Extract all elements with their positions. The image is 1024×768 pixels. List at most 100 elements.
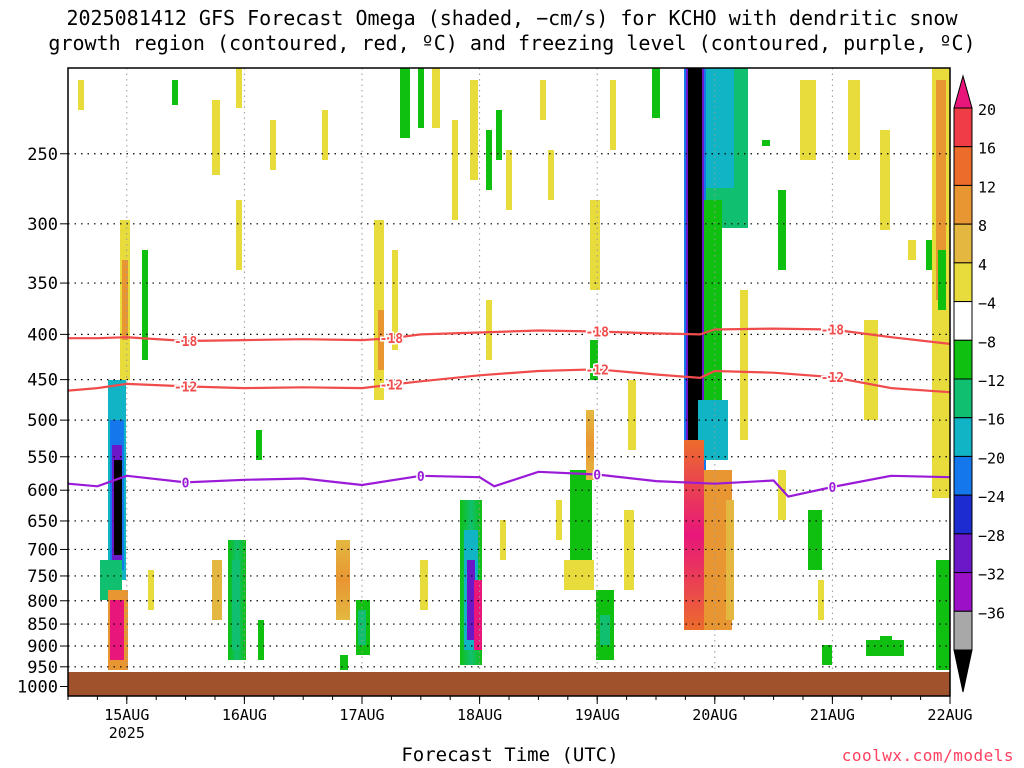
contour-lines: -18 -18 -18 -18 -12 -12 -12 -12 0 0 0 0 [68,322,950,498]
shade-cell [122,260,128,340]
shade-cell [392,250,398,350]
shade-cell [172,80,178,105]
colorbar-label: −36 [978,604,1005,622]
y-tick-label: 300 [27,215,58,235]
shade-cell [688,68,702,453]
shade-cell [564,560,594,590]
shade-cell [726,500,734,620]
shade-cell [570,470,592,560]
y-tick-label: 500 [27,411,58,431]
x-tick-sublabel: 2025 [109,724,145,742]
colorbar-segment [953,417,973,457]
shade-cell [114,460,122,555]
x-tick-label: 20AUG [692,706,737,724]
y-tick-label: 650 [27,512,58,532]
colorbar-label: −20 [978,449,1005,467]
shade-cell [232,560,240,650]
shade-cell [467,560,475,640]
shade-cell [926,240,932,270]
colorbar-label: 4 [978,256,987,274]
contour-label: -12 [174,380,197,395]
shade-cell [336,540,350,620]
shade-cell [762,140,770,146]
colorbar-label: −8 [978,333,996,351]
shade-cell [818,580,824,620]
shade-cell [212,100,220,175]
x-tick-label: 22AUG [927,706,972,724]
shade-cell [610,80,616,150]
shade-cell [600,615,610,645]
colorbar-label: −32 [978,566,1005,584]
y-tick-label: 750 [27,567,58,587]
y-tick-label: 600 [27,481,58,501]
y-tick-label: 800 [27,592,58,612]
shade-cell [586,410,594,480]
shade-cell [880,130,890,230]
shade-cell [880,636,892,646]
ground-surface [68,672,950,696]
colorbar-label: 16 [978,140,996,158]
contour-label: 0 [593,469,601,484]
shade-cell [864,320,878,420]
x-tick-label: 19AUG [575,706,620,724]
shade-cell [936,560,950,670]
y-tick-label: 1000 [17,678,58,698]
shade-cell [808,510,822,570]
x-tick-label: 15AUG [104,706,149,724]
contour-label: 0 [828,481,836,496]
contour-label: -18 [174,335,198,350]
chart-title: 2025081412 GFS Forecast Omega (shaded, −… [0,6,1024,56]
y-tick-label: 950 [27,658,58,678]
shade-cell [540,80,546,120]
shade-cell [322,110,328,160]
shade-cell [358,610,366,645]
shade-cell [486,300,492,360]
x-tick-label: 18AUG [457,706,502,724]
shade-cell [506,150,512,210]
shade-cell [908,240,916,260]
shade-cell [556,500,562,540]
shade-cell [400,68,410,138]
shade-cell [778,470,786,520]
contour-label: -12 [821,371,844,386]
shade-cell [110,600,124,660]
contour-label: -18 [821,324,845,339]
contour-line [68,368,950,394]
colorbar-label: −24 [978,488,1005,506]
shade-cell [548,150,554,200]
title-line-1: 2025081412 GFS Forecast Omega (shaded, −… [66,6,958,30]
colorbar-label: −12 [978,372,1005,390]
colorbar-arrow-bottom [953,649,973,693]
y-tick-label: 900 [27,637,58,657]
contour-line [68,470,950,498]
shade-cell [340,655,348,670]
shade-cell [590,340,598,380]
contour-label: -18 [585,325,609,340]
colorbar-segment [953,339,973,380]
shade-cell [822,645,832,665]
shade-cell [78,80,84,110]
colorbar-label: −4 [978,295,996,313]
shade-cell [470,80,478,180]
colorbar-segment [953,378,973,419]
colorbar-label: 12 [978,178,996,196]
shade-cell [142,250,148,360]
shade-cell [270,120,276,170]
colorbar-segment [953,572,973,612]
shade-cell [420,560,428,610]
shade-cell [628,380,636,450]
shade-cell [652,68,660,118]
y-tick-label: 850 [27,615,58,635]
contour-label: -12 [380,379,403,394]
x-tick-label: 21AUG [810,706,855,724]
y-tick-label: 400 [27,325,58,345]
colorbar-segment [953,455,973,496]
shade-cell [236,68,242,108]
x-tick-label: 16AUG [222,706,267,724]
shade-cell [800,80,816,160]
shade-cell [778,190,786,270]
colorbar-label: 8 [978,217,987,235]
shade-cell [474,580,482,650]
